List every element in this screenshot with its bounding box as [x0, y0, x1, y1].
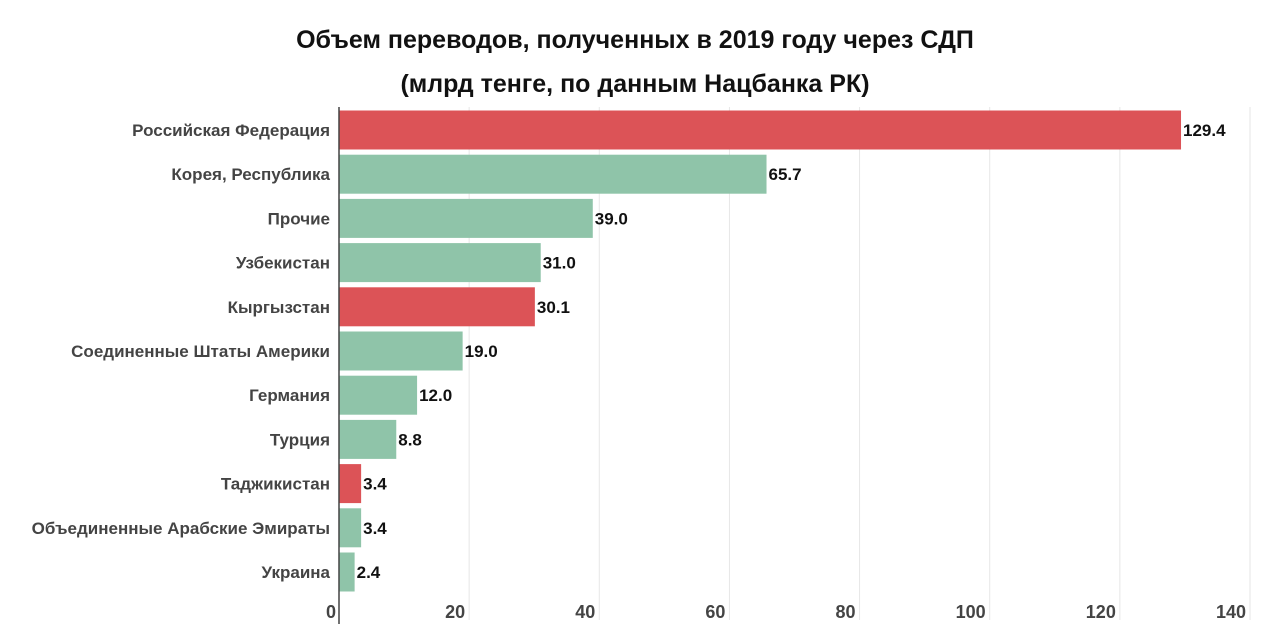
bar-8	[339, 464, 362, 504]
x-tick-label-120: 120	[1086, 602, 1116, 622]
bar-10	[339, 552, 355, 592]
category-label-4: Кыргызстан	[228, 298, 330, 317]
bar-5	[339, 331, 463, 371]
value-label-6: 12.0	[419, 386, 452, 405]
category-label-9: Объединенные Арабские Эмираты	[32, 519, 330, 538]
x-tick-label-140: 140	[1216, 602, 1246, 622]
x-tick-label-40: 40	[575, 602, 595, 622]
x-tick-label-80: 80	[836, 602, 856, 622]
value-label-8: 3.4	[363, 475, 387, 494]
chart-title: Объем переводов, полученных в 2019 году …	[296, 26, 974, 54]
value-label-7: 8.8	[398, 430, 422, 449]
bar-4	[339, 287, 535, 327]
bar-1	[339, 154, 767, 194]
chart-title-block: Объем переводов, полученных в 2019 году …	[0, 18, 1270, 106]
x-tick-label-20: 20	[445, 602, 465, 622]
bar-9	[339, 508, 362, 548]
x-tick-label-60: 60	[705, 602, 725, 622]
category-label-10: Украина	[262, 563, 331, 582]
category-label-1: Корея, Республика	[171, 165, 330, 184]
value-label-4: 30.1	[537, 298, 570, 317]
category-label-8: Таджикистан	[221, 475, 330, 494]
category-label-2: Прочие	[268, 209, 330, 228]
value-label-1: 65.7	[769, 165, 802, 184]
category-label-7: Турция	[270, 430, 330, 449]
bar-2	[339, 198, 593, 238]
value-label-10: 2.4	[357, 563, 381, 582]
value-label-5: 19.0	[465, 342, 498, 361]
value-label-3: 31.0	[543, 254, 576, 273]
category-label-3: Узбекистан	[236, 254, 330, 273]
bar-3	[339, 243, 541, 283]
value-label-2: 39.0	[595, 209, 628, 228]
category-label-6: Германия	[249, 386, 330, 405]
category-label-5: Соединенные Штаты Америки	[71, 342, 330, 361]
chart-subtitle: (млрд тенге, по данным Нацбанка РК)	[400, 70, 870, 98]
bar-6	[339, 375, 418, 415]
bar-0	[339, 110, 1182, 150]
value-label-0: 129.4	[1183, 121, 1226, 140]
x-tick-label-100: 100	[956, 602, 986, 622]
category-label-0: Российская Федерация	[132, 121, 330, 140]
value-label-9: 3.4	[363, 519, 387, 538]
x-tick-label-0: 0	[326, 602, 336, 622]
bar-7	[339, 419, 397, 459]
